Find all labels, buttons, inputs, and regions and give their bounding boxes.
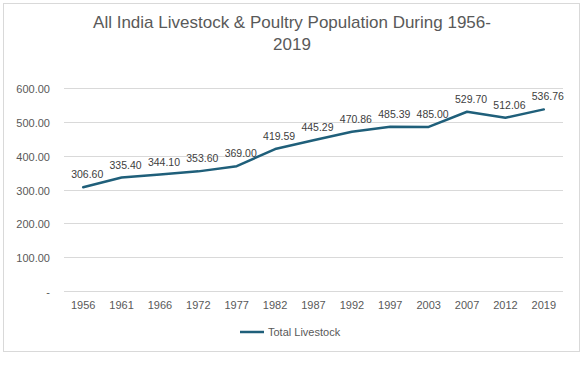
data-label: 419.59: [263, 130, 295, 142]
grid-line: [64, 156, 563, 157]
data-label: 485.00: [417, 108, 449, 120]
plot-area: [83, 109, 544, 187]
y-tick-label: 500.00: [16, 117, 50, 129]
data-label: 335.40: [110, 159, 142, 171]
chart-svg: - 100.00 200.00 300.00 400.00 500.00 600.00 195…: [0, 0, 583, 369]
grid-line: [64, 291, 563, 292]
data-label: 369.00: [225, 147, 257, 159]
data-label: 344.10: [148, 156, 180, 168]
x-tick-label: 1956: [71, 299, 95, 311]
data-label: 536.76: [532, 90, 564, 102]
x-tick-label: 1987: [301, 299, 325, 311]
y-tick-label: 100.00: [16, 252, 50, 264]
grid-line: [64, 223, 563, 224]
chart-border: [4, 4, 580, 352]
x-tick-label: 2019: [532, 299, 556, 311]
chart-title: All India Livestock & Poultry Population…: [76, 12, 508, 56]
x-tick-label: 1992: [340, 299, 364, 311]
y-tick-label: 600.00: [16, 83, 50, 95]
x-tick-label: 2007: [455, 299, 479, 311]
series-line: [83, 109, 544, 187]
x-tick-label: 1997: [378, 299, 402, 311]
y-tick-label: 400.00: [16, 151, 50, 163]
x-tick-label: 1972: [186, 299, 210, 311]
data-label: 445.29: [301, 121, 333, 133]
data-label: 353.60: [186, 152, 218, 164]
x-tick-label: 2003: [416, 299, 440, 311]
data-label: 470.86: [340, 113, 372, 125]
x-tick-label: 1966: [148, 299, 172, 311]
data-labels: 306.60 335.40 344.10 353.60 369.00 419.59 445.…: [71, 90, 564, 180]
chart-container: - 100.00 200.00 300.00 400.00 500.00 600.00 195…: [0, 0, 583, 369]
data-label: 306.60: [71, 168, 103, 180]
grid-line: [64, 88, 563, 89]
x-tick-label: 1961: [109, 299, 133, 311]
y-tick-label: -: [46, 286, 50, 298]
x-tick-label: 2012: [493, 299, 517, 311]
data-label: 485.39: [378, 108, 410, 120]
y-tick-label: 200.00: [16, 218, 50, 230]
legend-swatch: [240, 331, 264, 334]
grid-line: [64, 257, 563, 258]
legend: Total Livestock: [240, 326, 341, 338]
data-label: 512.06: [493, 99, 525, 111]
y-tick-label: 300.00: [16, 185, 50, 197]
grid-line: [64, 190, 563, 191]
legend-label: Total Livestock: [268, 326, 341, 338]
data-label: 529.70: [455, 93, 487, 105]
x-tick-label: 1977: [224, 299, 248, 311]
x-tick-label: 1982: [263, 299, 287, 311]
